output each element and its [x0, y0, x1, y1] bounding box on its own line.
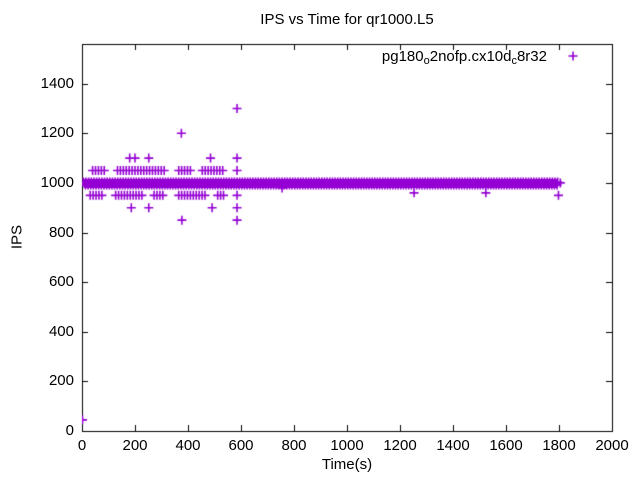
- x-tick-label: 1400: [436, 437, 470, 454]
- y-tick-label: 1200: [40, 124, 74, 142]
- legend-label-subscript: o: [423, 55, 430, 67]
- x-tick-label: 2000: [595, 437, 629, 454]
- y-tick-label: 0: [65, 422, 74, 439]
- x-tick-label: 400: [175, 437, 201, 454]
- y-tick-label: 200: [48, 372, 74, 390]
- x-tick-label: 1200: [383, 437, 417, 454]
- x-tick-label: 0: [77, 437, 87, 454]
- legend-label-subscript: c: [511, 55, 517, 67]
- y-tick-label: 1000: [40, 173, 74, 191]
- y-tick-label: 600: [48, 273, 74, 291]
- x-tick-label: 200: [122, 437, 148, 454]
- x-tick-label: 1800: [542, 437, 576, 454]
- legend-series-label: pg180o2nofp.cx10dc8r32: [381, 48, 547, 67]
- legend-label-segment: 2nofp.cx10d: [429, 48, 512, 65]
- y-tick-label: 800: [48, 223, 74, 241]
- x-tick-label: 1600: [489, 437, 523, 454]
- x-tick-label: 600: [228, 437, 254, 454]
- legend-label-segment: pg180: [381, 48, 424, 65]
- y-tick-label: 400: [48, 322, 74, 340]
- x-tick-label: 800: [281, 437, 307, 454]
- x-axis-label: Time(s): [321, 456, 373, 473]
- legend: pg180o2nofp.cx10dc8r32: [381, 48, 547, 67]
- y-tick-label: 1400: [40, 74, 74, 92]
- chart-title: IPS vs Time for qr1000.L5: [260, 11, 434, 28]
- legend-label-segment: 8r32: [516, 48, 547, 65]
- x-tick-label: 1000: [330, 437, 364, 454]
